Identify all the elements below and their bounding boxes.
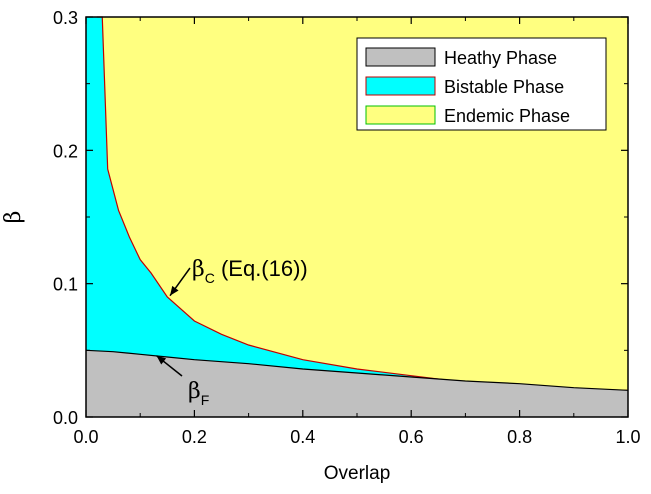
- legend-label-bistable: Bistable Phase: [444, 77, 564, 97]
- legend-swatch-bistable: [365, 76, 436, 96]
- beta-f-annotation: βF: [188, 379, 209, 408]
- arrow-head: [170, 285, 179, 296]
- legend-label-endemic: Endemic Phase: [444, 106, 570, 126]
- y-tick-label: 0.3: [53, 8, 78, 28]
- beta-c-annotation: βC (Eq.(16)): [192, 256, 308, 286]
- legend-swatch-endemic: [365, 105, 436, 125]
- healthy-region: [86, 350, 628, 417]
- x-tick-label: 0.4: [290, 427, 315, 447]
- x-tick-label: 0.2: [182, 427, 207, 447]
- y-axis-title: β: [1, 211, 26, 224]
- annotations: βC (Eq.(16)) βF: [155, 256, 308, 408]
- legend: Heathy Phase Bistable Phase Endemic Phas…: [356, 37, 607, 131]
- y-tick-label: 0.1: [53, 275, 78, 295]
- x-tick-label: 0.0: [73, 427, 98, 447]
- axis-ticks: 0.0 0.2 0.4 0.6 0.8 1.0 0.0 0.1 0.2 0.3: [53, 8, 641, 447]
- x-tick-label: 0.6: [399, 427, 424, 447]
- x-tick-label: 0.8: [507, 427, 532, 447]
- y-tick-label: 0.2: [53, 141, 78, 161]
- y-tick-label: 0.0: [53, 408, 78, 428]
- legend-swatch-healthy: [365, 47, 436, 67]
- arrow-head: [156, 355, 167, 365]
- x-axis-title: Overlap: [324, 463, 391, 484]
- beta-f-curve: [85, 349, 629, 391]
- legend-label-healthy: Heathy Phase: [444, 48, 557, 68]
- x-tick-label: 1.0: [615, 427, 640, 447]
